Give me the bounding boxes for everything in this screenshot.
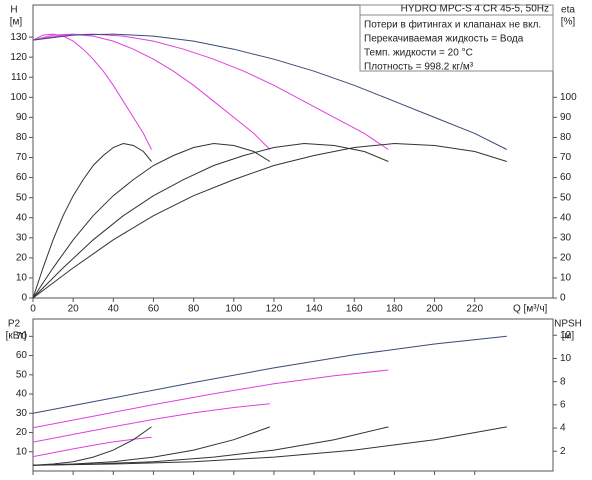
curve [32,335,507,414]
y2-tick-label: 30 [560,232,572,243]
y-axis-label: P2 [8,319,21,330]
curve [32,33,389,150]
x-tick-label: 100 [225,304,242,315]
curve [32,33,152,150]
info-note: Темп. жидкости = 20 °C [364,48,473,59]
x-tick-label: 220 [466,304,483,315]
y2-tick-label: 8 [560,376,566,387]
y2-tick-label: 4 [560,423,566,434]
y-axis-unit: [м] [10,17,23,28]
info-note: Перекачиваемая жидкость = Вода [364,34,524,45]
y-tick-label: 60 [16,350,28,361]
curve [32,142,389,299]
y-axis-label: H [10,5,17,16]
y2-tick-label: 100 [560,92,577,103]
curve [32,426,507,466]
x-axis-label: Q [м³/ч] [513,304,548,315]
x-tick-label: 160 [346,304,363,315]
y2-tick-label: 60 [560,172,572,183]
y2-axis-label: NPSH [554,319,582,330]
y-tick-label: 20 [16,253,28,264]
x-tick-label: 20 [68,304,80,315]
y2-tick-label: 80 [560,132,572,143]
curve [32,142,271,299]
info-box [359,4,554,72]
curve [32,369,389,429]
y2-tick-label: 20 [560,253,572,264]
y-tick-label: 50 [16,192,28,203]
y-tick-label: 10 [16,273,28,284]
info-note: Потери в фитингах и клапанах не вкл. [364,19,541,31]
plot-frame [32,4,554,299]
y2-tick-label: 0 [560,293,566,304]
y-tick-label: 30 [16,232,28,243]
y2-tick-label: 90 [560,112,572,123]
y-tick-label: 110 [11,72,27,83]
y-tick-label: 20 [16,427,28,438]
curve [32,426,152,466]
x-tick-label: 40 [108,304,120,315]
y-tick-label: 100 [10,92,27,103]
y2-tick-label: 6 [560,400,566,411]
curve [32,33,508,150]
curve [32,403,270,443]
y-tick-label: 40 [16,389,28,400]
curve [32,436,152,458]
x-tick-label: 200 [426,304,443,315]
x-tick-label: 140 [306,304,323,315]
y-tick-label: 90 [16,112,28,123]
x-tick-label: 180 [386,304,403,315]
info-header: HYDRO MPC-S 4 CR 45-5, 50Hz [401,4,549,15]
y2-axis-unit: [м] [562,331,575,342]
y2-tick-label: 10 [560,273,572,284]
x-tick-label: 60 [148,304,160,315]
y-tick-label: 70 [16,152,28,163]
curve [32,33,271,150]
curve [32,142,152,299]
y-tick-label: 30 [16,408,28,419]
x-tick-label: 80 [188,304,200,315]
y2-tick-label: 70 [560,152,572,163]
y2-tick-label: 10 [560,353,572,364]
y2-tick-label: 12 [560,330,572,341]
y-tick-label: 10 [16,446,28,457]
y-tick-label: 80 [16,132,28,143]
info-note: Плотность = 998.2 кг/м³ [364,62,474,73]
y-tick-label: 70 [16,331,28,342]
y-tick-label: 120 [10,52,27,63]
y-tick-label: 60 [16,172,28,183]
y2-tick-label: 40 [560,212,572,223]
y2-tick-label: 50 [560,192,572,203]
y-tick-label: 40 [16,212,28,223]
x-tick-label: 120 [266,304,283,315]
y-tick-label: 0 [21,293,27,304]
x-tick-label: 0 [30,304,36,315]
y2-tick-label: 2 [560,446,566,457]
y-tick-label: 50 [16,369,28,380]
y2-axis-label: eta [561,5,575,16]
plot-frame [32,318,554,472]
y-tick-label: 130 [10,32,27,43]
curve [32,142,507,299]
y2-axis-unit: [%] [561,17,576,28]
y-axis-unit: [кВт] [6,331,27,342]
